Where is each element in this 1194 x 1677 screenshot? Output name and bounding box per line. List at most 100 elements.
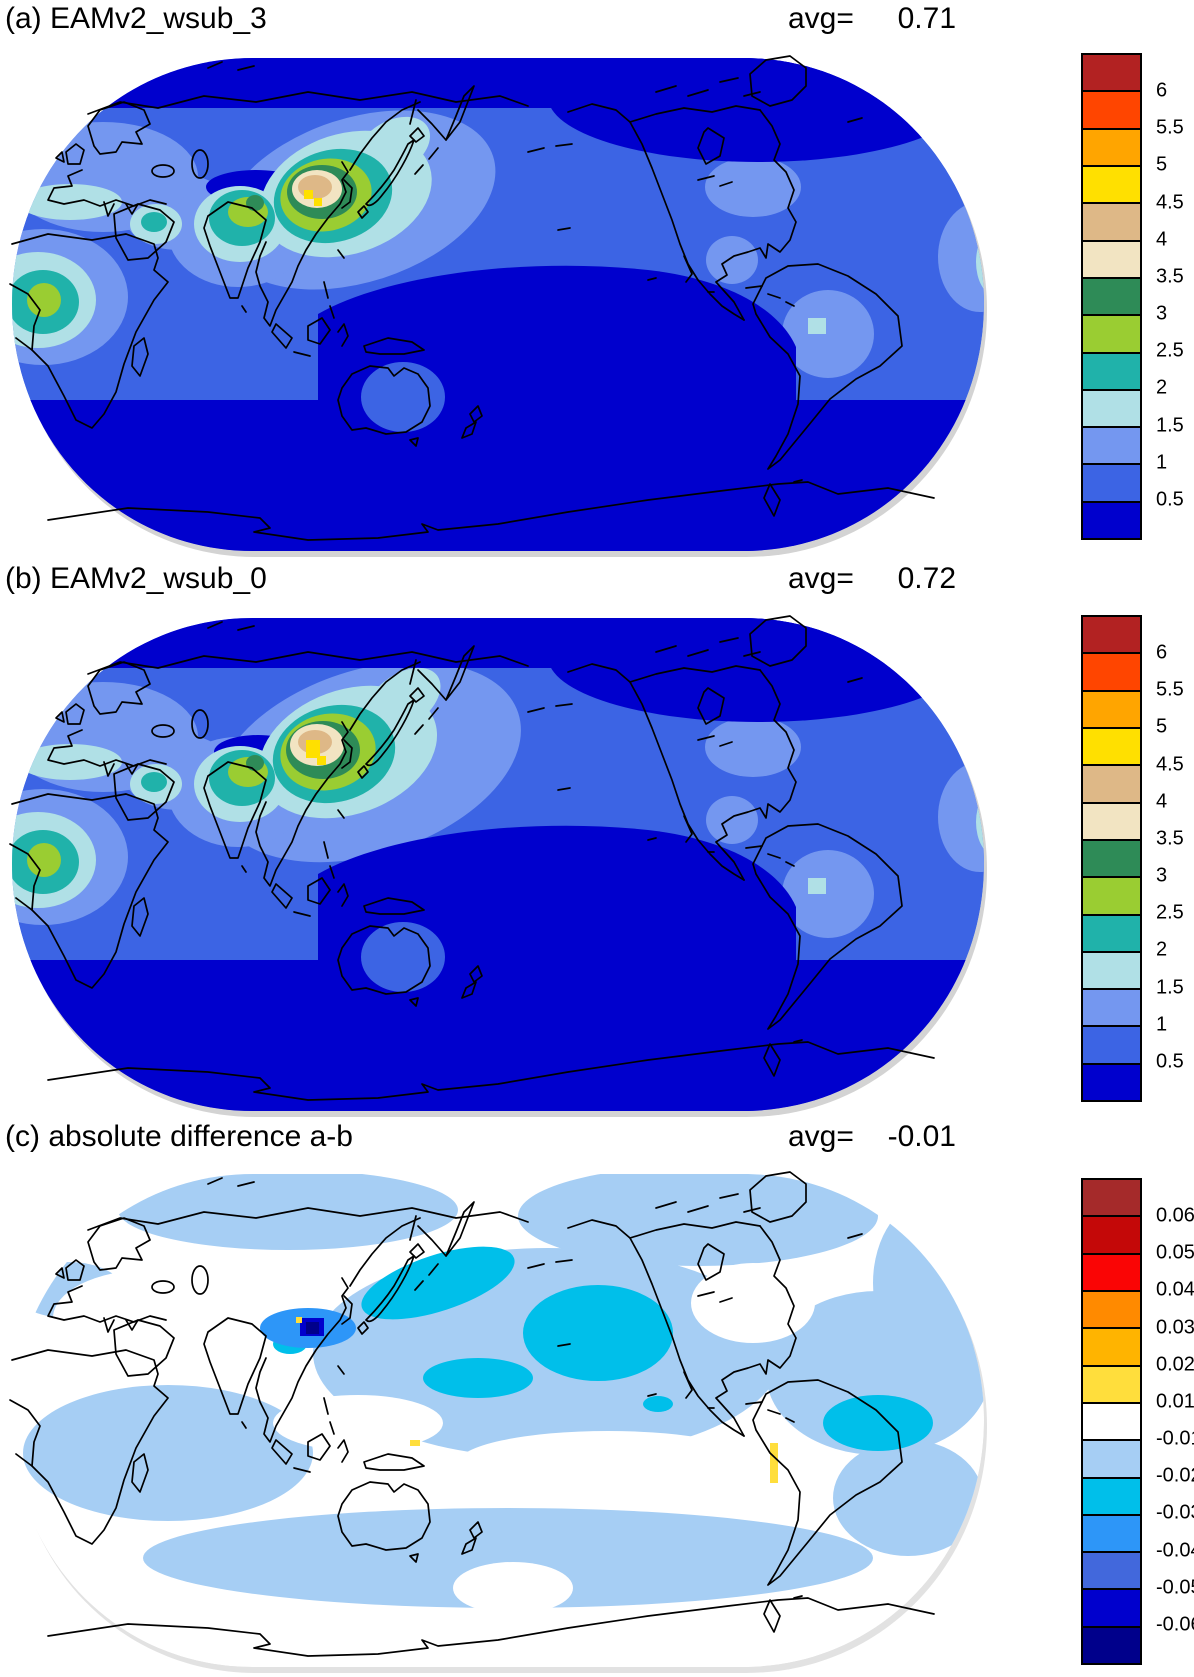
panel-c-colorbar: 0.06 0.05 0.04 0.03 0.02 0.01 -0.01 -0.02 -0.03 -… — [1081, 1178, 1194, 1665]
colorbar-segment — [1083, 202, 1140, 240]
panel-a-colorbar: 6 5.5 5 4.5 4 3.5 3 2.5 2 1.5 1 0.5 — [1081, 53, 1184, 540]
hotspot-a-yellow — [304, 190, 322, 206]
panel-c-title: (c) absolute difference a-b — [5, 1120, 353, 1153]
colorbar-tick-label: -0.05 — [1156, 1576, 1194, 1599]
hotspot-b-yellow — [306, 740, 326, 765]
colorbar-tick-label: 5 — [1156, 715, 1168, 738]
colorbar-segment — [1083, 1364, 1140, 1402]
hotspot-a-tan — [298, 175, 332, 199]
panel-b-avg: avg= 0.72 — [788, 562, 956, 596]
colorbar-tick-label: -0.04 — [1156, 1538, 1194, 1561]
colorbar-tick-label: 0.05 — [1156, 1241, 1194, 1264]
colorbar-segment — [1083, 239, 1140, 277]
colorbar-segment — [1083, 351, 1140, 389]
colorbar-segment — [1083, 90, 1140, 128]
panel-b-avg-value: 0.72 — [897, 562, 956, 595]
panel-a-avg: avg= 0.71 — [788, 2, 956, 36]
colorbar-segment — [1083, 1062, 1140, 1101]
panel-b-map — [8, 612, 988, 1117]
colorbar-segment — [1083, 1289, 1140, 1328]
colorbar-segment — [1083, 1327, 1140, 1365]
colorbar-segment — [1083, 1625, 1140, 1664]
colorbar-tick-label: -0.02 — [1156, 1464, 1194, 1487]
colorbar-segment — [1083, 426, 1140, 464]
colorbar-segment — [1083, 876, 1140, 914]
colorbar-segment — [1083, 314, 1140, 352]
panel-c-avg-value: -0.01 — [887, 1120, 956, 1153]
colorbar-segment — [1083, 838, 1140, 877]
colorbar-segment — [1083, 1551, 1140, 1589]
colorbar-tick-label: 0.5 — [1156, 1050, 1184, 1073]
colorbar-tick-label: 4 — [1156, 790, 1168, 813]
colorbar-segment — [1083, 1180, 1140, 1216]
colorbar-segment — [1083, 1215, 1140, 1253]
panel-a-map-svg — [9, 55, 987, 557]
colorbar-segment — [1083, 950, 1140, 989]
colorbar-tick-label: 4.5 — [1156, 190, 1184, 213]
colorbar-tick-label: 2.5 — [1156, 339, 1184, 362]
panel-c-avg-label: avg= — [788, 1120, 854, 1153]
colorbar-segment — [1083, 1025, 1140, 1063]
panel-b-avg-label: avg= — [788, 562, 854, 595]
colorbar-tick-label: 0.01 — [1156, 1390, 1194, 1413]
panel-a-avg-label: avg= — [788, 2, 854, 35]
colorbar-tick-label: 2 — [1156, 938, 1168, 961]
colorbar-tick-label: 1 — [1156, 1013, 1168, 1036]
panel-c-field — [12, 1174, 984, 1667]
colorbar-segment — [1083, 988, 1140, 1026]
colorbar-segment — [1083, 617, 1140, 653]
colorbar-segment — [1083, 726, 1140, 765]
colorbar-segment — [1083, 689, 1140, 727]
colorbar-tick-label: 3.5 — [1156, 827, 1184, 850]
colorbar-segment — [1083, 801, 1140, 839]
panel-c-map-svg — [9, 1171, 987, 1673]
colorbar-tick-label: 1.5 — [1156, 975, 1184, 998]
colorbar-segment — [1083, 1439, 1140, 1477]
colorbar-tick-label: 5.5 — [1156, 116, 1184, 139]
panel-a-title: (a) EAMv2_wsub_3 — [5, 2, 267, 35]
colorbar-tick-label: 0.04 — [1156, 1278, 1194, 1301]
colorbar-tick-label: 3 — [1156, 302, 1168, 325]
colorbar-tick-label: 3 — [1156, 864, 1168, 887]
colorbar-tick-label: -0.03 — [1156, 1501, 1194, 1524]
colorbar-tick-label: -0.01 — [1156, 1427, 1194, 1450]
colorbar-segment — [1083, 1588, 1140, 1626]
colorbar-segment — [1083, 1513, 1140, 1552]
panel-a-avg-value: 0.71 — [897, 2, 956, 35]
colorbar-segment — [1083, 276, 1140, 315]
colorbar-segment — [1083, 764, 1140, 802]
colorbar-segment — [1083, 164, 1140, 203]
colorbar-segment — [1083, 652, 1140, 690]
colorbar-segment — [1083, 1252, 1140, 1290]
panel-c-avg: avg= -0.01 — [788, 1120, 956, 1154]
colorbar-tick-label: 0.06 — [1156, 1204, 1194, 1227]
colorbar-tick-label: 4.5 — [1156, 752, 1184, 775]
colorbar-tick-label: 6 — [1156, 79, 1168, 102]
colorbar-segment — [1083, 500, 1140, 539]
colorbar-tick-label: 0.03 — [1156, 1315, 1194, 1338]
colorbar-tick-label: 1.5 — [1156, 413, 1184, 436]
panel-c-map — [8, 1168, 988, 1673]
colorbar-tick-label: 5 — [1156, 153, 1168, 176]
colorbar-tick-label: 3.5 — [1156, 265, 1184, 288]
colorbar-segment — [1083, 463, 1140, 501]
panel-b-colorbar: 6 5.5 5 4.5 4 3.5 3 2.5 2 1.5 1 0.5 — [1081, 615, 1184, 1102]
colorbar-segment — [1083, 1401, 1140, 1440]
colorbar-tick-label: -0.06 — [1156, 1613, 1194, 1636]
colorbar-tick-label: 0.5 — [1156, 488, 1184, 511]
colorbar-segment — [1083, 388, 1140, 427]
colorbar-segment — [1083, 55, 1140, 91]
panel-b-title: (b) EAMv2_wsub_0 — [5, 562, 267, 595]
colorbar-tick-label: 4 — [1156, 228, 1168, 251]
panel-b-field — [12, 618, 984, 1111]
panel-a-map — [8, 52, 988, 557]
colorbar-tick-label: 1 — [1156, 451, 1168, 474]
colorbar-segment — [1083, 913, 1140, 951]
colorbar-tick-label: 5.5 — [1156, 678, 1184, 701]
colorbar-tick-label: 2 — [1156, 376, 1168, 399]
panel-b-map-svg — [9, 615, 987, 1117]
diff-positive-spots — [296, 1317, 778, 1483]
panel-a-field — [12, 58, 984, 551]
colorbar-tick-label: 2.5 — [1156, 901, 1184, 924]
